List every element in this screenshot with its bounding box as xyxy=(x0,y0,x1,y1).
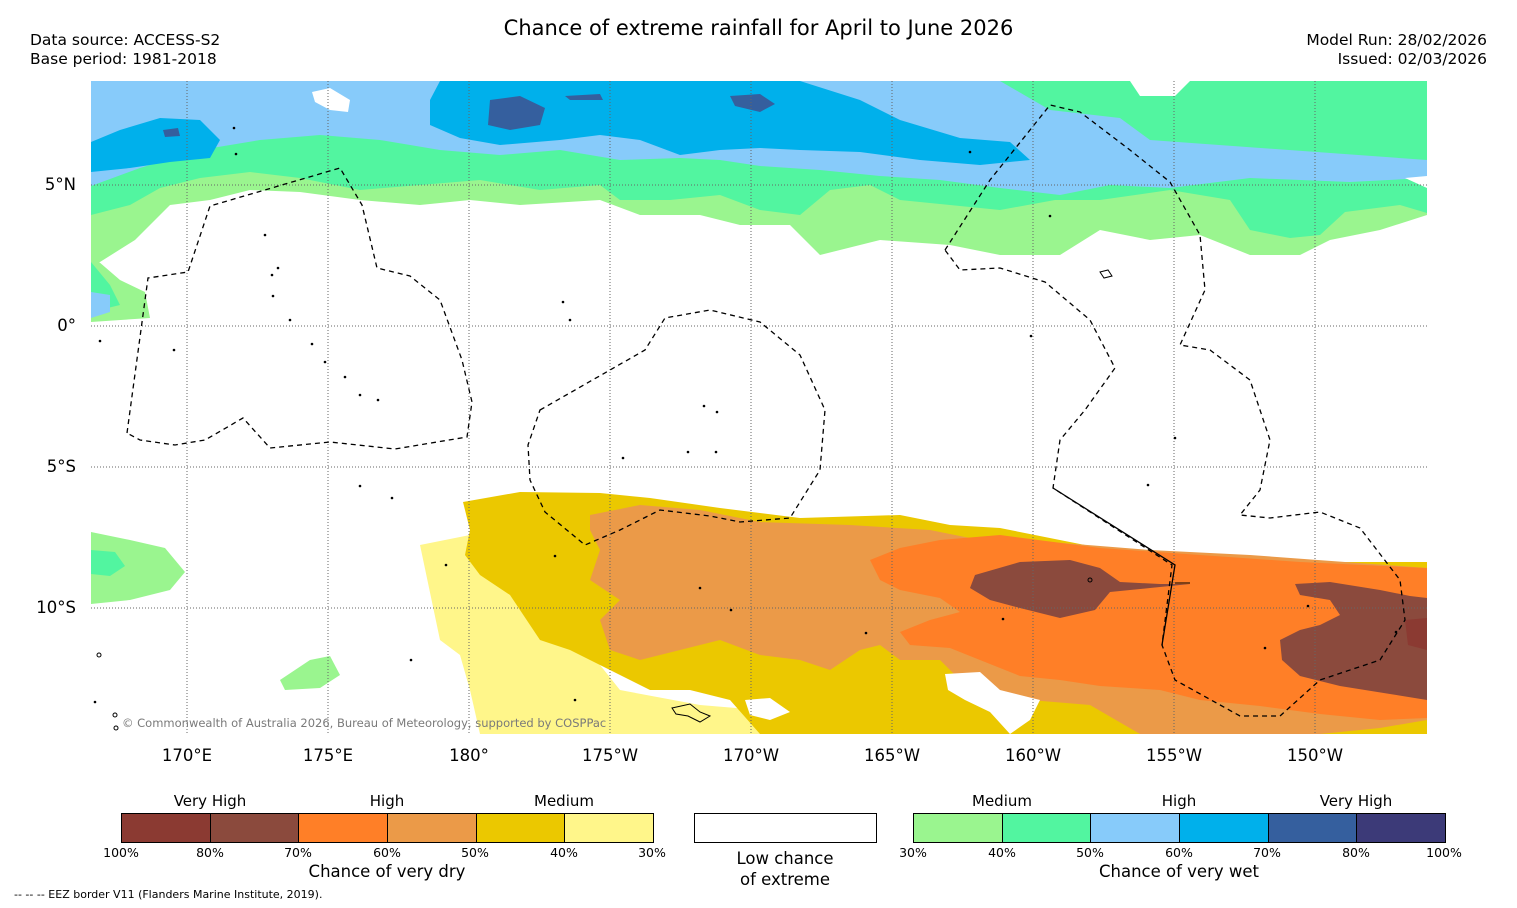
wet-swatch-60-70 xyxy=(1180,814,1269,842)
dry-80-east-area xyxy=(1280,582,1427,700)
dry-tick: 40% xyxy=(550,845,578,860)
dry-swatch-70-60 xyxy=(299,814,389,842)
lon-label-160w: 160°W xyxy=(1004,746,1062,765)
wet-legend-caption: Chance of very wet xyxy=(1099,862,1259,881)
wet-70-small-c xyxy=(163,128,180,137)
low-chance-line2: of extreme xyxy=(739,870,831,889)
dry-tick: 100% xyxy=(103,845,139,860)
dry-group-very-high: Very High xyxy=(173,792,247,810)
wet-swatch-50-60 xyxy=(1091,814,1181,842)
lat-label-equator: 0° xyxy=(57,316,76,335)
dry-80-area xyxy=(970,560,1190,618)
dry-100-spot xyxy=(1405,618,1427,650)
wet-tick: 60% xyxy=(1165,845,1193,860)
dry-tick: 60% xyxy=(373,845,401,860)
probability-shading xyxy=(91,81,1427,734)
lon-label-175w: 175°W xyxy=(581,746,639,765)
lon-label-180: 180° xyxy=(449,746,489,765)
wet-swatch-30-40 xyxy=(914,814,1003,842)
lon-label-165w: 165°W xyxy=(863,746,921,765)
wet-swatch-70-80 xyxy=(1268,814,1358,842)
low-chance-hole xyxy=(1130,81,1190,96)
copyright-notice: © Commonwealth of Australia 2026, Bureau… xyxy=(122,716,607,730)
wet-50-west-area xyxy=(91,292,110,318)
dry-swatch-80-70 xyxy=(210,814,300,842)
wet-tick: 80% xyxy=(1342,845,1370,860)
wet-70-area xyxy=(488,96,545,130)
lon-label-170w: 170°W xyxy=(722,746,780,765)
eez-borders xyxy=(126,104,1406,717)
island-outlines xyxy=(96,269,1113,731)
lat-label-5s: 5°S xyxy=(46,457,76,476)
low-chance-swatch xyxy=(694,813,877,843)
dry-swatch-100-80 xyxy=(122,814,211,842)
dry-tick: 50% xyxy=(461,845,489,860)
wet-tick: 70% xyxy=(1253,845,1281,860)
lon-label-150w: 150°W xyxy=(1286,746,1344,765)
gridlines xyxy=(91,81,1427,734)
wet-40-south-patch xyxy=(91,550,125,576)
model-run: Model Run: 28/02/2026 xyxy=(1306,31,1487,49)
lat-label-5n: 5°N xyxy=(44,175,76,194)
dry-swatch-60-50 xyxy=(388,814,477,842)
dry-swatch-40-30 xyxy=(565,814,654,842)
data-source: Data source: ACCESS-S2 xyxy=(30,31,221,49)
low-chance-hole xyxy=(745,698,790,720)
wet-60-area xyxy=(430,81,1030,165)
wet-tick: 100% xyxy=(1426,845,1462,860)
wet-medium-south-patch xyxy=(280,656,340,690)
low-chance-line1: Low chance xyxy=(736,849,834,868)
wet-group-medium: Medium xyxy=(972,792,1032,810)
wet-70-small-a xyxy=(730,94,775,112)
dry-tick: 70% xyxy=(284,845,312,860)
dry-group-medium: Medium xyxy=(534,792,594,810)
wet-tick: 50% xyxy=(1076,845,1104,860)
dry-colorbar xyxy=(121,813,654,843)
wet-group-very-high: Very High xyxy=(1319,792,1393,810)
dry-swatch-50-40 xyxy=(476,814,566,842)
dry-legend-caption: Chance of very dry xyxy=(308,862,466,881)
issued-date: Issued: 02/03/2026 xyxy=(1337,50,1487,68)
source-info: Data source: ACCESS-S2 Base period: 1981… xyxy=(30,31,220,69)
lon-label-155w: 155°W xyxy=(1145,746,1203,765)
wet-colorbar xyxy=(913,813,1446,843)
lon-label-175e: 175°E xyxy=(302,746,354,765)
base-period: Base period: 1981-2018 xyxy=(30,50,217,68)
wet-swatch-80-100 xyxy=(1357,814,1446,842)
wet-swatch-40-50 xyxy=(1002,814,1092,842)
wet-group-high: High xyxy=(1161,792,1197,810)
wet-70-small-b xyxy=(565,94,603,100)
map-title: Chance of extreme rainfall for April to … xyxy=(503,16,1014,40)
lat-label-10s: 10°S xyxy=(36,598,76,617)
wet-tick: 30% xyxy=(899,845,927,860)
run-info: Model Run: 28/02/2026 Issued: 02/03/2026 xyxy=(1306,31,1487,69)
maritime-boundary xyxy=(1052,487,1176,646)
wet-60-west-area xyxy=(91,118,220,172)
eez-footnote: -- -- -- EEZ border V11 (Flanders Marine… xyxy=(14,888,323,901)
low-chance-hole xyxy=(1405,176,1427,188)
low-chance-hole xyxy=(945,672,1040,734)
atoll-dots xyxy=(93,126,1398,704)
wet-tick: 40% xyxy=(988,845,1016,860)
dry-tick: 30% xyxy=(638,845,666,860)
dry-group-high: High xyxy=(369,792,405,810)
wet-medium-south-patch xyxy=(91,532,185,604)
low-chance-caption: Low chance of extreme xyxy=(685,848,885,890)
dry-tick: 80% xyxy=(196,845,224,860)
lon-label-170e: 170°E xyxy=(161,746,213,765)
low-chance-hole xyxy=(312,88,350,112)
